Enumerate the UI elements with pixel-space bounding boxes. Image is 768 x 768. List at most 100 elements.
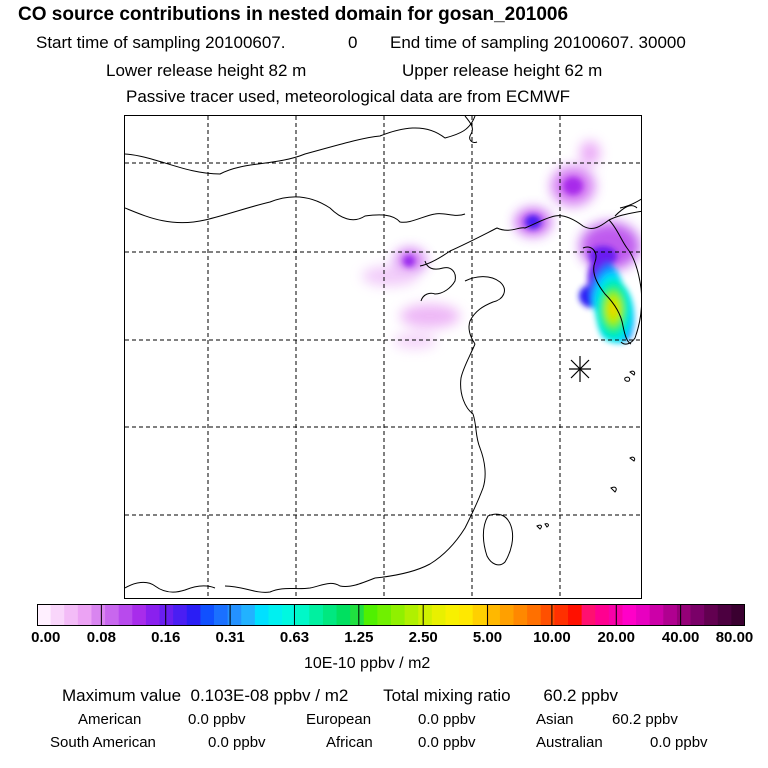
colorbar-segment xyxy=(37,604,52,626)
source-african-label: African xyxy=(326,734,373,751)
colorbar-segment xyxy=(649,604,664,626)
source-european-value: 0.0 ppbv xyxy=(418,711,476,728)
plume-hebei xyxy=(362,266,418,286)
colorbar-segment xyxy=(663,604,678,626)
colorbar-ticks xyxy=(100,604,682,626)
bohai-inner xyxy=(420,260,456,302)
max-units: ppbv / m2 xyxy=(273,686,349,705)
colorbar-tick-label: 40.00 xyxy=(661,629,700,646)
colorbar-segment xyxy=(295,604,310,626)
map-canvas xyxy=(125,116,641,598)
colorbar-segment xyxy=(50,604,65,626)
colorbar-segment xyxy=(268,604,283,626)
coastlines xyxy=(125,116,641,593)
plume-north xyxy=(580,141,600,165)
colorbar-segment xyxy=(77,604,92,626)
east-china-coast xyxy=(374,343,486,579)
colorbar-segment xyxy=(472,604,487,626)
colorbar-segment xyxy=(581,604,596,626)
map-panel xyxy=(124,115,642,599)
colorbar-segment xyxy=(445,604,460,626)
start-time-label: Start time of sampling 20100607. xyxy=(36,33,286,52)
mongolia-border xyxy=(125,116,476,175)
source-south-american-value: 0.0 ppbv xyxy=(208,734,266,751)
colorbar-segment xyxy=(636,604,651,626)
source-american-label: American xyxy=(78,711,142,728)
colorbar-tick-label: 80.00 xyxy=(715,629,754,646)
lat-lon-grid xyxy=(125,116,641,598)
receptor-asterisk-icon xyxy=(569,356,591,382)
colorbar-segment xyxy=(214,604,229,626)
island-2 xyxy=(629,370,636,376)
colorbar-segment xyxy=(459,604,474,626)
colorbar-segment xyxy=(431,604,446,626)
total-mixing-value: 60.2 xyxy=(543,686,577,705)
colorbar-segments xyxy=(37,604,745,626)
colorbar-segment xyxy=(527,604,542,626)
colorbar-segment xyxy=(391,604,406,626)
max-value-line: Maximum value 0.103E-08 ppbv / m2 Total … xyxy=(62,686,618,706)
colorbar-segment xyxy=(145,604,161,626)
plume-shandong-south xyxy=(393,333,437,349)
source-american-value: 0.0 ppbv xyxy=(188,711,246,728)
colorbar-tick-label: 10.00 xyxy=(533,629,571,646)
shandong-coast xyxy=(464,276,505,345)
colorbar-segment xyxy=(377,604,392,626)
end-time-label: End time of sampling 20100607. 30000 xyxy=(390,33,686,52)
colorbar-segment xyxy=(676,604,692,626)
colorbar-tick-label: 0.31 xyxy=(215,629,245,646)
colorbar-tick-label: 2.50 xyxy=(408,629,438,646)
colorbar-segment xyxy=(105,604,120,626)
plume-shandong xyxy=(400,304,460,328)
colorbar-tick-label: 0.63 xyxy=(279,629,310,646)
colorbar-tick-label: 5.00 xyxy=(472,629,503,646)
source-european-label: European xyxy=(306,711,372,728)
colorbar-segment xyxy=(173,604,188,626)
colorbar-segment xyxy=(309,604,324,626)
core-beijing xyxy=(403,255,415,267)
total-mixing-label: Total mixing ratio xyxy=(383,686,511,705)
gulf-coast xyxy=(125,581,216,593)
colorbar-segment xyxy=(118,604,133,626)
colorbar-segment xyxy=(731,604,745,626)
colorbar-segment xyxy=(350,604,365,626)
colorbar-segment xyxy=(227,604,242,626)
island-6 xyxy=(544,523,549,528)
colorbar-segment xyxy=(241,604,256,626)
sea-of-japan-coast xyxy=(619,198,641,209)
source-australian-value: 0.0 ppbv xyxy=(650,734,708,751)
island-5 xyxy=(536,524,542,530)
source-african-value: 0.0 ppbv xyxy=(418,734,476,751)
colorbar-tick-label: 0.16 xyxy=(151,629,181,646)
upper-release-height: Upper release height 62 m xyxy=(402,61,603,80)
colorbar-segment xyxy=(404,604,419,626)
island-3 xyxy=(629,456,636,462)
tracer-note: Passive tracer used, meteorological data… xyxy=(126,87,571,106)
source-asian-label: Asian xyxy=(536,711,574,728)
colorbar-units: 10E-10 ppbv / m2 xyxy=(304,655,431,672)
colorbar-frame xyxy=(37,604,745,626)
start-time-value: 0 xyxy=(348,33,358,52)
colorbar-segment xyxy=(363,604,378,626)
colorbar-segment xyxy=(595,604,610,626)
colorbar-segment xyxy=(200,604,215,626)
russia-coast xyxy=(614,205,638,217)
lower-release-height: Lower release height 82 m xyxy=(106,61,307,80)
colorbar-tick-label: 0.00 xyxy=(31,629,61,646)
core-liaoning xyxy=(525,215,541,229)
island-1 xyxy=(624,376,631,382)
colorbar-segment xyxy=(91,604,106,626)
colorbar-segment xyxy=(690,604,705,626)
colorbar-segment xyxy=(513,604,528,626)
south-china-coast xyxy=(224,577,376,593)
colorbar-tick-label: 20.00 xyxy=(597,629,636,646)
colorbar-segment xyxy=(254,604,269,626)
colorbar-segment xyxy=(499,604,515,626)
island-4 xyxy=(610,486,617,493)
source-south-american-label: South American xyxy=(50,734,156,751)
colorbar-segment xyxy=(336,604,351,626)
colorbar-segment xyxy=(717,604,732,626)
colorbar-segment xyxy=(132,604,147,626)
core-northeast xyxy=(563,177,583,195)
colorbar-segment xyxy=(159,604,174,626)
